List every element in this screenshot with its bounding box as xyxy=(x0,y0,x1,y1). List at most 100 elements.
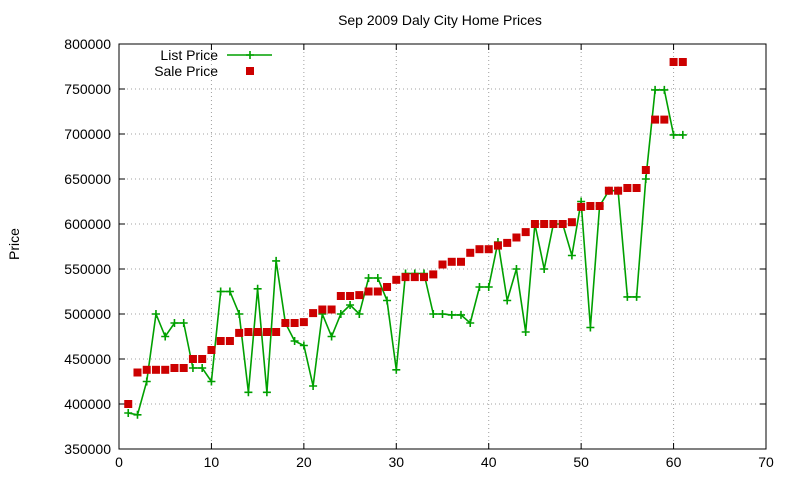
data-point-sale-price xyxy=(151,365,160,374)
data-point-sale-price xyxy=(586,202,595,210)
y-tick-label: 600000 xyxy=(64,216,111,232)
data-point-sale-price xyxy=(632,184,641,192)
data-point-list-price xyxy=(456,310,465,319)
data-point-list-price xyxy=(651,85,660,94)
data-point-list-price xyxy=(207,377,216,386)
data-point-sale-price xyxy=(420,273,429,282)
legend-swatch-marker xyxy=(246,51,254,59)
data-point-sale-price xyxy=(327,305,336,314)
data-point-sale-price xyxy=(438,260,447,269)
chart-title: Sep 2009 Daly City Home Prices xyxy=(338,12,542,28)
data-point-sale-price xyxy=(401,273,410,282)
data-point-sale-price xyxy=(124,400,133,408)
data-point-sale-price xyxy=(188,355,197,363)
plot-frame xyxy=(118,43,767,450)
data-point-sale-price xyxy=(530,220,539,228)
data-point-sale-price xyxy=(641,166,650,174)
data-point-sale-price xyxy=(429,270,438,279)
data-point-sale-price xyxy=(133,368,142,377)
data-point-list-price xyxy=(429,310,438,318)
data-point-sale-price xyxy=(179,364,188,372)
legend-label: Sale Price xyxy=(154,63,218,79)
x-tick-label: 10 xyxy=(204,454,220,470)
data-point-sale-price xyxy=(346,292,355,300)
x-tick-label: 40 xyxy=(481,454,497,470)
data-point-list-price xyxy=(161,332,170,341)
data-point-list-price xyxy=(188,364,197,372)
data-point-list-price xyxy=(244,388,253,397)
data-point-sale-price xyxy=(456,257,465,266)
data-point-sale-price xyxy=(170,364,179,372)
data-point-list-price xyxy=(235,310,244,318)
data-point-sale-price xyxy=(669,58,678,66)
data-point-list-price xyxy=(447,310,456,319)
data-point-sale-price xyxy=(484,245,493,254)
y-tick-label: 800000 xyxy=(64,36,111,52)
y-tick-label: 350000 xyxy=(64,441,111,457)
data-point-list-price xyxy=(660,85,669,94)
data-point-list-price xyxy=(272,256,281,265)
data-point-list-price xyxy=(623,292,632,301)
data-point-list-price xyxy=(373,274,382,282)
data-point-sale-price xyxy=(558,220,567,228)
data-point-list-price xyxy=(438,310,447,318)
data-point-sale-price xyxy=(410,273,419,282)
data-point-list-price xyxy=(290,337,299,345)
data-point-list-price xyxy=(309,382,318,390)
y-tick-label: 500000 xyxy=(64,306,111,322)
x-tick-label: 50 xyxy=(573,454,589,470)
data-point-list-price xyxy=(170,319,179,327)
y-tick-label: 450000 xyxy=(64,351,111,367)
data-point-list-price xyxy=(503,296,512,305)
data-point-sale-price xyxy=(355,291,364,300)
data-point-list-price xyxy=(669,130,678,139)
y-tick-label: 650000 xyxy=(64,171,111,187)
data-point-list-price xyxy=(678,130,687,139)
data-point-list-price xyxy=(262,388,271,397)
data-point-sale-price xyxy=(235,328,244,337)
legend-swatch-marker xyxy=(246,67,254,75)
data-point-list-price xyxy=(475,283,484,291)
data-point-sale-price xyxy=(595,202,604,210)
x-tick-label: 70 xyxy=(758,454,774,470)
data-point-sale-price xyxy=(198,355,207,363)
x-tick-label: 60 xyxy=(666,454,682,470)
data-point-sale-price xyxy=(447,257,456,266)
data-point-sale-price xyxy=(216,337,225,345)
data-point-list-price xyxy=(299,341,308,350)
data-point-sale-price xyxy=(309,309,318,318)
data-point-sale-price xyxy=(142,365,151,374)
data-point-list-price xyxy=(225,287,234,296)
data-point-list-price xyxy=(364,274,373,282)
data-point-list-price xyxy=(198,364,207,372)
data-point-list-price xyxy=(151,310,160,318)
x-tick-label: 30 xyxy=(388,454,404,470)
data-point-sale-price xyxy=(318,305,327,314)
data-point-sale-price xyxy=(475,245,484,254)
data-point-sale-price xyxy=(161,365,170,374)
data-point-sale-price xyxy=(540,220,549,228)
data-point-sale-price xyxy=(577,202,586,211)
data-point-sale-price xyxy=(614,186,623,195)
data-point-list-price xyxy=(336,310,345,318)
y-tick-label: 750000 xyxy=(64,81,111,97)
data-point-list-price xyxy=(383,296,392,305)
data-point-sale-price xyxy=(272,328,281,336)
data-point-sale-price xyxy=(660,115,669,124)
data-point-list-price xyxy=(179,319,188,327)
data-point-sale-price xyxy=(678,58,687,66)
data-point-sale-price xyxy=(567,218,576,227)
data-point-list-price xyxy=(142,377,151,386)
data-point-list-price xyxy=(216,287,225,296)
data-point-sale-price xyxy=(290,319,299,327)
x-tick-label: 0 xyxy=(115,454,123,470)
data-point-sale-price xyxy=(493,241,502,250)
data-point-sale-price xyxy=(623,184,632,192)
y-tick-label: 550000 xyxy=(64,261,111,277)
data-point-sale-price xyxy=(549,220,558,228)
data-point-list-price xyxy=(567,251,576,260)
data-point-list-price xyxy=(392,365,401,374)
data-point-list-price xyxy=(586,323,595,332)
data-point-list-price xyxy=(521,328,530,336)
